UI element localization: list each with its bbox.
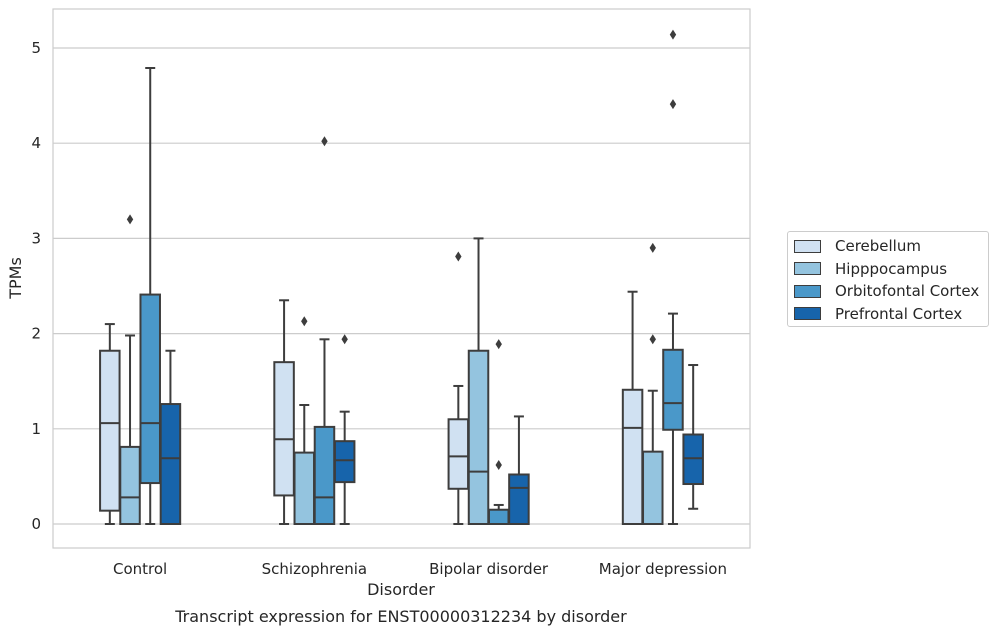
y-tick-label: 4 [31,134,41,152]
box-iqr [487,508,510,526]
outlier-point [321,136,328,147]
y-axis-label: TPMs [6,257,25,300]
y-tick-label: 2 [31,325,41,343]
outlier-point [669,99,677,110]
legend: Cerebellum Hipppocampus Orbitofontal Corte… [787,231,989,327]
box-iqr [662,348,684,431]
box-0-1 [273,299,295,525]
legend-label: Cerebellum [835,237,921,256]
chart-caption: Transcript expression for ENST0000031223… [174,607,627,626]
outlier-point [495,339,502,350]
outlier-point [649,242,656,253]
legend-item: Orbitofontal Cortex [794,280,988,303]
legend-label: Hipppocampus [835,259,948,278]
outlier-point [495,459,502,470]
y-tick-label: 0 [31,515,41,533]
x-tick-labels: Control Schizophrenia Bipolar disorder Majo… [113,560,727,578]
box-1-0 [119,214,141,525]
x-tick-label: Bipolar disorder [429,560,549,578]
box-1-3 [642,242,664,526]
box-iqr [119,445,141,525]
box-iqr [642,450,664,526]
legend-swatch [794,284,821,298]
box-iqr [273,361,295,497]
box-3-3 [682,364,704,510]
box-0-3 [621,290,644,525]
x-axis-label: Disorder [367,580,435,599]
outlier-point [126,214,134,225]
box-3-0 [159,349,182,526]
box-iqr [293,451,316,526]
box-1-2 [467,237,490,525]
box-2-0 [139,66,161,525]
box-iqr [508,473,530,526]
x-tick-label: Schizophrenia [262,560,367,578]
legend-swatch [794,307,821,321]
legend-item: Cerebellum [794,235,988,258]
legend-label: Prefrontal Cortex [835,304,963,323]
box-2-3 [662,29,684,525]
outlier-point [669,29,677,40]
legend-label: Orbitofontal Cortex [835,282,980,301]
box-iqr [99,349,121,512]
box-iqr [313,425,336,525]
outlier-point [649,334,656,345]
box-3-2 [508,415,530,526]
box-3-1 [333,334,356,525]
y-tick-label: 5 [31,39,41,57]
outlier-point [341,334,348,345]
box-iqr [621,388,644,525]
outlier-point [301,316,308,327]
box-iqr [467,349,490,525]
legend-item: Hipppocampus [794,258,988,281]
box-0-0 [99,323,121,525]
x-tick-label: Major depression [599,560,727,578]
box-2-2 [487,339,510,526]
legend-swatch [794,239,821,253]
legend-swatch [794,262,821,276]
y-tick-label: 3 [31,229,41,247]
box-groups [99,29,704,526]
box-iqr [159,403,182,526]
y-tick-labels: 0 1 2 3 4 5 [31,39,41,533]
box-iqr [333,440,356,484]
box-iqr [447,418,470,490]
box-iqr [139,293,161,485]
legend-item: Prefrontal Cortex [794,303,988,326]
x-tick-label: Control [113,560,167,578]
y-tick-label: 1 [31,420,41,438]
outlier-point [455,251,462,262]
